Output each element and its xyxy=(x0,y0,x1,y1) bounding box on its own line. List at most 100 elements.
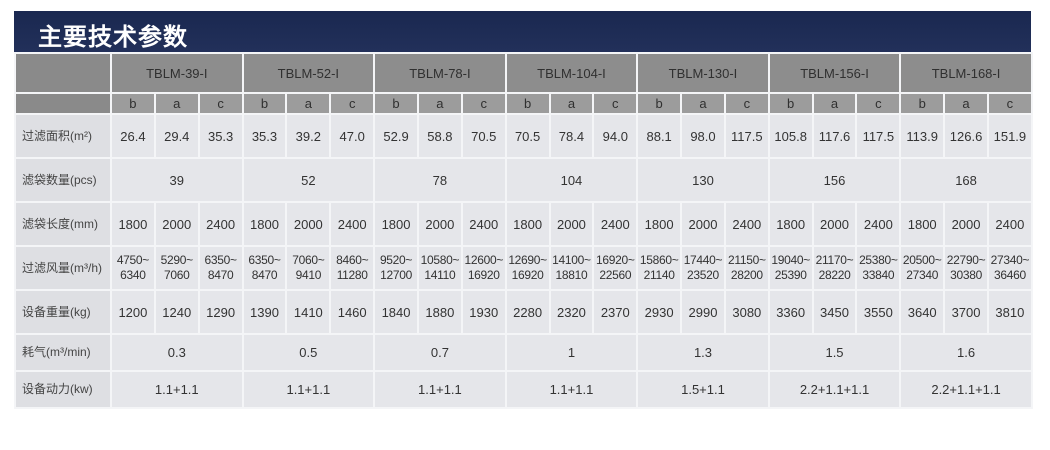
table-cell: 16920~ 22560 xyxy=(592,245,639,291)
corner-cell xyxy=(14,52,112,94)
table-cell: 2400 xyxy=(329,201,376,247)
table-cell: 12600~ 16920 xyxy=(460,245,507,291)
table-cell: 1390 xyxy=(241,289,288,335)
table-cell: 117.5 xyxy=(855,113,902,159)
table-cell: 2000 xyxy=(811,201,858,247)
table-cell: 151.9 xyxy=(986,113,1033,159)
table-row: 滤袋长度(mm) 1800 2000 2400 1800 2000 2400 1800 2000… xyxy=(14,201,1033,247)
table-cell: 3550 xyxy=(855,289,902,335)
row-label: 设备重量(kg) xyxy=(14,289,112,335)
table-cell: 52.9 xyxy=(373,113,419,159)
table-cell: 1800 xyxy=(110,201,156,247)
table-cell: 117.5 xyxy=(723,113,770,159)
model-header: TBLM-52-I xyxy=(241,52,376,94)
variant-header: a xyxy=(680,92,726,115)
table-cell: 52 xyxy=(241,157,376,203)
table-cell: 2000 xyxy=(548,201,595,247)
variant-header: a xyxy=(811,92,858,115)
table-cell: 168 xyxy=(899,157,1033,203)
table-cell: 39 xyxy=(110,157,244,203)
row-label: 滤袋数量(pcs) xyxy=(14,157,112,203)
table-cell: 21150~ 28200 xyxy=(723,245,770,291)
variant-header: a xyxy=(153,92,200,115)
table-cell: 113.9 xyxy=(899,113,946,159)
table-cell: 3810 xyxy=(986,289,1033,335)
model-header-row: TBLM-39-I TBLM-52-I TBLM-78-I TBLM-104-I TBL… xyxy=(14,52,1033,94)
table-cell: 2370 xyxy=(592,289,639,335)
table-cell: 1410 xyxy=(285,289,332,335)
table-cell: 2930 xyxy=(636,289,683,335)
row-label: 过滤风量(m³/h) xyxy=(14,245,112,291)
table-cell: 2400 xyxy=(197,201,244,247)
variant-header: b xyxy=(767,92,814,115)
variant-header: c xyxy=(986,92,1033,115)
table-cell: 2000 xyxy=(153,201,200,247)
variant-header: c xyxy=(723,92,770,115)
variant-header: b xyxy=(636,92,683,115)
table-row: 耗气(m³/min) 0.3 0.5 0.7 1 1.3 1.5 1.6 xyxy=(14,333,1033,372)
table-row: 设备动力(kw) 1.1+1.1 1.1+1.1 1.1+1.1 1.1+1.1 1.5+… xyxy=(14,370,1033,409)
table-cell: 156 xyxy=(767,157,902,203)
table-cell: 47.0 xyxy=(329,113,376,159)
table-cell: 0.7 xyxy=(373,333,507,372)
table-cell: 2000 xyxy=(680,201,726,247)
model-header: TBLM-130-I xyxy=(636,52,770,94)
table-cell: 1800 xyxy=(767,201,814,247)
table-cell: 1.6 xyxy=(899,333,1033,372)
table-cell: 6350~ 8470 xyxy=(241,245,288,291)
table-cell: 1800 xyxy=(241,201,288,247)
variant-header: c xyxy=(329,92,376,115)
table-cell: 1.1+1.1 xyxy=(373,370,507,409)
table-cell: 1460 xyxy=(329,289,376,335)
variant-header: a xyxy=(416,92,463,115)
table-cell: 3640 xyxy=(899,289,946,335)
variant-header: b xyxy=(241,92,288,115)
row-label: 滤袋长度(mm) xyxy=(14,201,112,247)
row-label: 设备动力(kw) xyxy=(14,370,112,409)
table-cell: 1840 xyxy=(373,289,419,335)
variant-header: b xyxy=(110,92,156,115)
table-cell: 3360 xyxy=(767,289,814,335)
table-cell: 105.8 xyxy=(767,113,814,159)
table-cell: 35.3 xyxy=(241,113,288,159)
table-cell: 1.1+1.1 xyxy=(110,370,244,409)
table-row: 过滤风量(m³/h) 4750~ 6340 5290~ 7060 6350~ 8470 635… xyxy=(14,245,1033,291)
table-cell: 22790~ 30380 xyxy=(943,245,989,291)
table-cell: 1200 xyxy=(110,289,156,335)
table-cell: 126.6 xyxy=(943,113,989,159)
table-cell: 0.5 xyxy=(241,333,376,372)
table-cell: 1.5+1.1 xyxy=(636,370,770,409)
table-cell: 2400 xyxy=(723,201,770,247)
table-cell: 2.2+1.1+1.1 xyxy=(899,370,1033,409)
table-cell: 104 xyxy=(504,157,639,203)
table-cell: 78 xyxy=(373,157,507,203)
table-cell: 1880 xyxy=(416,289,463,335)
corner-cell xyxy=(14,92,112,115)
variant-header: b xyxy=(373,92,419,115)
table-cell: 78.4 xyxy=(548,113,595,159)
table-cell: 1.1+1.1 xyxy=(241,370,376,409)
variant-header: c xyxy=(197,92,244,115)
table-cell: 3450 xyxy=(811,289,858,335)
table-cell: 1.1+1.1 xyxy=(504,370,639,409)
table-cell: 26.4 xyxy=(110,113,156,159)
table-cell: 2400 xyxy=(986,201,1033,247)
row-label: 过滤面积(m²) xyxy=(14,113,112,159)
table-cell: 1800 xyxy=(373,201,419,247)
table-cell: 70.5 xyxy=(460,113,507,159)
table-cell: 94.0 xyxy=(592,113,639,159)
variant-header: c xyxy=(855,92,902,115)
table-row: 滤袋数量(pcs) 39 52 78 104 130 156 168 xyxy=(14,157,1033,203)
variant-header: c xyxy=(592,92,639,115)
row-label: 耗气(m³/min) xyxy=(14,333,112,372)
table-cell: 1800 xyxy=(899,201,946,247)
table-cell: 14100~ 18810 xyxy=(548,245,595,291)
table-cell: 3700 xyxy=(943,289,989,335)
table-cell: 1.3 xyxy=(636,333,770,372)
table-cell: 2400 xyxy=(855,201,902,247)
title-bar: 主要技术参数 xyxy=(14,11,1031,52)
table-cell: 70.5 xyxy=(504,113,551,159)
table-cell: 2400 xyxy=(592,201,639,247)
table-cell: 39.2 xyxy=(285,113,332,159)
